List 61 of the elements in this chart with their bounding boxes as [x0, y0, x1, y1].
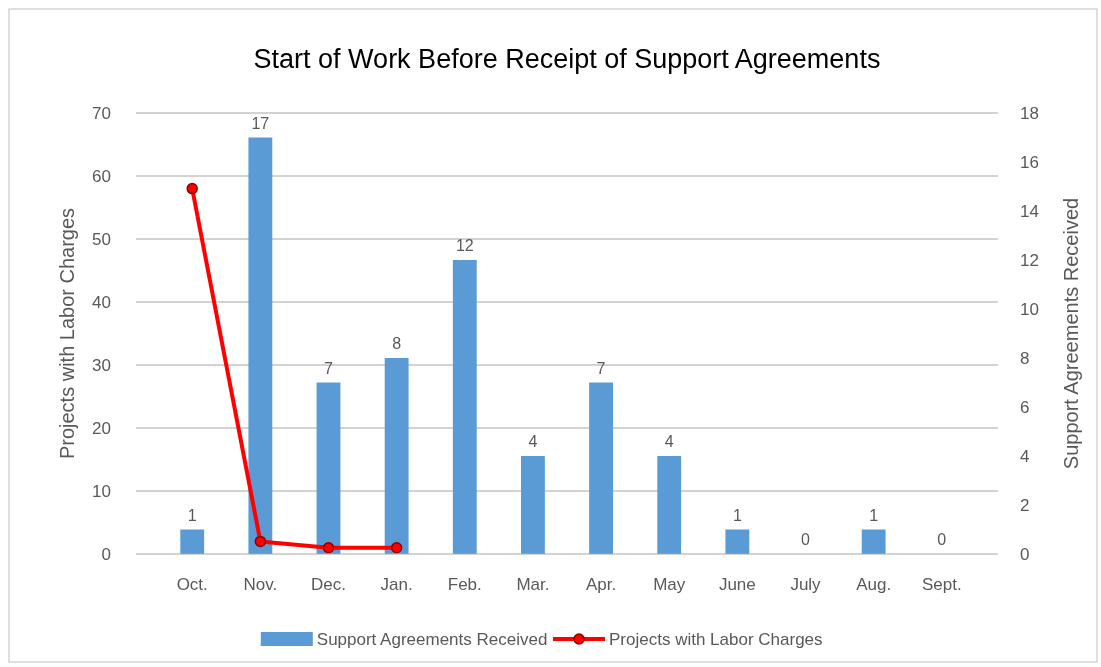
data-label: 7 — [324, 359, 334, 377]
bar — [248, 137, 273, 554]
x-tick-label: Jan. — [380, 575, 413, 594]
data-label: 17 — [251, 114, 270, 132]
x-tick-label: Aug. — [856, 575, 892, 594]
y2-tick-label: 14 — [1020, 202, 1039, 221]
x-tick-label: Nov. — [243, 575, 278, 594]
data-label: 1 — [187, 506, 197, 524]
data-label: 7 — [596, 359, 606, 377]
x-tick-label: Feb. — [447, 575, 482, 594]
chart-title: Start of Work Before Receipt of Support Agreements — [253, 44, 881, 74]
y-tick-label: 20 — [92, 419, 111, 438]
data-label: 4 — [528, 433, 538, 450]
point — [186, 182, 198, 195]
data-label: 8 — [392, 335, 402, 352]
bar — [452, 260, 477, 554]
x-tick-label: May — [653, 575, 686, 594]
point — [254, 535, 267, 548]
x-tick-label: Oct. — [176, 575, 208, 594]
data-label: 1 — [732, 506, 742, 524]
y-axis-title: Projects with Labor Charges — [56, 207, 78, 460]
y2-tick-label: 2 — [1020, 496, 1030, 515]
y2-tick-label: 10 — [1020, 300, 1039, 319]
x-tick-label: Apr. — [585, 575, 617, 594]
data-label: 0 — [801, 531, 811, 548]
y2-tick-label: 4 — [1020, 447, 1030, 466]
x-tick-label: June — [718, 575, 756, 594]
y2-tick-label: 0 — [1020, 545, 1030, 564]
y2-tick-label: 12 — [1020, 251, 1039, 270]
x-tick-label: Mar. — [516, 575, 550, 594]
bar — [384, 358, 409, 554]
point — [322, 541, 335, 554]
legend-label: Projects with Labor Charges — [609, 630, 823, 649]
bar — [180, 529, 205, 554]
legend-label: Support Agreements Received — [316, 630, 548, 649]
y2-tick-label: 6 — [1020, 398, 1030, 417]
bar — [316, 382, 341, 554]
point — [390, 541, 403, 554]
bar — [725, 529, 750, 554]
x-tick-label: Sept. — [921, 575, 962, 594]
data-label: 0 — [937, 531, 947, 548]
y2-tick-label: 8 — [1020, 349, 1030, 368]
y2-tick-label: 18 — [1020, 104, 1039, 123]
data-label: 1 — [869, 506, 879, 524]
bar — [657, 456, 682, 554]
bar — [521, 456, 545, 554]
x-tick-label: Dec. — [311, 575, 346, 594]
bar — [589, 382, 613, 554]
y2-axis-title: Support Agreements Received — [1060, 197, 1082, 470]
y-tick-label: 60 — [92, 167, 111, 186]
y-tick-label: 10 — [92, 482, 111, 501]
y-tick-label: 40 — [92, 293, 111, 312]
y-tick-label: 30 — [92, 356, 111, 375]
y2-tick-label: 16 — [1020, 153, 1039, 172]
y-tick-label: 70 — [92, 104, 111, 123]
bar — [861, 529, 886, 554]
data-label: 12 — [455, 237, 474, 254]
y-tick-label: 0 — [101, 545, 111, 564]
x-tick-label: July — [790, 575, 822, 594]
data-label: 4 — [664, 433, 674, 450]
y-tick-label: 50 — [92, 230, 111, 249]
